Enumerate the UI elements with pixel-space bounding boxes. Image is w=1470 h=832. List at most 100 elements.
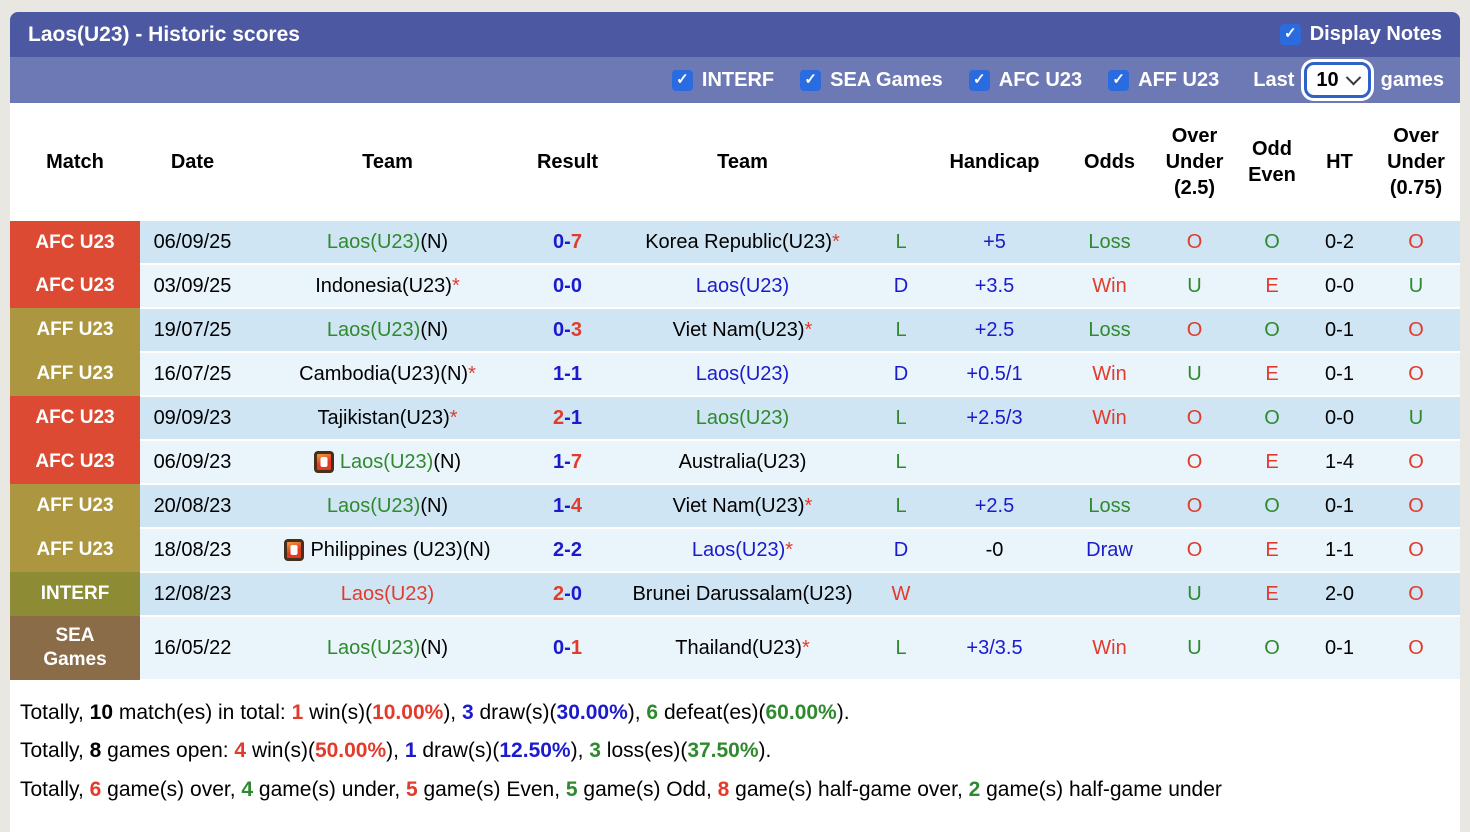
- text-segment: -: [564, 406, 571, 429]
- match-type-label: SEA Games: [43, 625, 107, 670]
- text-segment: O: [1408, 636, 1424, 659]
- text-segment: O: [1408, 362, 1424, 385]
- text-segment: +5: [983, 230, 1006, 253]
- over-under-2-5-cell: O: [1152, 221, 1237, 265]
- text-segment: (N): [433, 450, 462, 473]
- match-type-badge: AFF U23: [10, 484, 140, 528]
- over-under-0-75-cell: O: [1372, 308, 1460, 353]
- text-segment: 1: [570, 636, 582, 659]
- text-segment: O: [1264, 406, 1280, 429]
- text-segment: -: [564, 494, 571, 517]
- text-segment: U: [1408, 406, 1424, 429]
- text-segment: *: [804, 318, 813, 341]
- display-notes-toggle[interactable]: ✓ Display Notes: [1279, 23, 1442, 46]
- last-games-select-value: 10: [1316, 68, 1339, 91]
- table-row: AFF U23 20/08/23 Laos(U23)(N) 1-4 Viet Nam(U…: [10, 484, 1460, 529]
- text-segment: U: [1408, 274, 1424, 297]
- text-segment: 5: [565, 777, 578, 801]
- text-segment: -: [564, 582, 571, 605]
- odd-even-cell: O: [1237, 308, 1307, 353]
- text-segment: 0: [570, 582, 582, 605]
- handicap-cell: -0: [922, 528, 1067, 573]
- filter-checkboxes: ✓ INTERF ✓ SEA Games ✓ AFC U23 ✓ AFF U23: [671, 68, 1219, 92]
- text-segment: Korea Republic(U23): [645, 230, 832, 253]
- text-segment: match(es) in total:: [113, 701, 292, 724]
- odds-cell: [1067, 440, 1152, 485]
- games-label: games: [1380, 68, 1444, 91]
- filter-checkbox-afc-u23[interactable]: ✓ AFC U23: [968, 68, 1083, 92]
- filter-checkbox-label: AFF U23: [1138, 68, 1220, 91]
- text-segment: 0: [553, 636, 565, 659]
- filter-checkbox-interf[interactable]: ✓ INTERF: [671, 69, 774, 92]
- text-segment: O: [1408, 318, 1424, 341]
- text-segment: 1: [553, 494, 565, 517]
- handicap-cell: +3/3.5: [922, 616, 1067, 681]
- text-segment: ),: [570, 739, 590, 763]
- text-segment: 50.00%: [314, 739, 387, 763]
- check-icon: ✓: [1112, 70, 1125, 88]
- filter-checkbox-aff-u23[interactable]: ✓ AFF U23: [1108, 69, 1219, 92]
- date-cell: 18/08/23: [140, 528, 245, 573]
- last-games-control: Last 10 games: [1253, 62, 1444, 98]
- odds-cell: [1067, 572, 1152, 617]
- odd-even-cell: O: [1237, 221, 1307, 265]
- over-under-2-5-cell: O: [1152, 484, 1237, 529]
- text-segment: ),: [443, 701, 462, 724]
- text-segment: 7: [570, 450, 582, 473]
- text-segment: O: [1408, 538, 1424, 561]
- filter-checkbox-sea-games[interactable]: ✓ SEA Games: [800, 69, 943, 92]
- text-segment: U: [1187, 582, 1202, 605]
- away-team-cell: Laos(U23): [605, 264, 880, 309]
- handicap-cell: +5: [922, 221, 1067, 265]
- last-games-select[interactable]: 10: [1304, 62, 1371, 98]
- match-type-badge: AFC U23: [10, 440, 140, 484]
- column-header: Date: [170, 151, 215, 173]
- text-segment: 8: [717, 777, 730, 801]
- text-segment: 3: [589, 739, 601, 763]
- date-cell: 20/08/23: [140, 484, 245, 529]
- result-cell: 0-0: [530, 264, 605, 309]
- column-header: Handicap: [949, 151, 1040, 173]
- column-header: Team: [717, 151, 768, 173]
- text-segment: win(s)(: [246, 739, 315, 763]
- half-time-cell: 0-1: [1307, 308, 1372, 353]
- text-segment: -: [564, 230, 571, 253]
- half-time-cell: 0-0: [1307, 264, 1372, 309]
- text-segment: -: [564, 450, 571, 473]
- handicap-cell: +2.5/3: [922, 396, 1067, 441]
- text-segment: Win: [1092, 636, 1127, 659]
- text-segment: D: [893, 538, 909, 561]
- match-type-label: AFF U23: [36, 495, 114, 517]
- filter-checkbox-label: AFC U23: [998, 68, 1083, 91]
- odd-even-cell: E: [1237, 264, 1307, 309]
- summary: Totally, 10 match(es) in total: 1 win(s)…: [10, 681, 1460, 832]
- checkbox[interactable]: ✓: [800, 69, 822, 91]
- text-segment: -: [564, 318, 571, 341]
- away-team-cell: Laos(U23)*: [605, 528, 880, 573]
- text-segment: O: [1186, 494, 1203, 517]
- half-time-cell: 0-0: [1307, 396, 1372, 441]
- text-segment: 1: [553, 450, 565, 473]
- half-time-cell: 0-1: [1307, 352, 1372, 397]
- checkbox[interactable]: ✓: [1108, 69, 1130, 91]
- match-type-label: AFF U23: [36, 363, 114, 385]
- result-cell: 0-1: [530, 616, 605, 681]
- text-segment: L: [895, 636, 907, 659]
- display-notes-checkbox[interactable]: ✓: [1279, 24, 1301, 45]
- checkbox[interactable]: ✓: [671, 69, 693, 91]
- home-team-cell: Cambodia(U23)(N)*: [245, 352, 530, 397]
- text-segment: O: [1186, 450, 1203, 473]
- text-segment: Laos(U23): [695, 406, 790, 429]
- text-segment: O: [1186, 538, 1203, 561]
- away-team-cell: Viet Nam(U23)*: [605, 308, 880, 353]
- checkbox[interactable]: ✓: [968, 69, 990, 91]
- home-team-cell: Tajikistan(U23)*: [245, 396, 530, 441]
- summary-line: Totally, 8 games open: 4 win(s)(50.00%),…: [20, 737, 1452, 765]
- over-under-2-5-cell: O: [1152, 528, 1237, 573]
- text-segment: U: [1187, 636, 1202, 659]
- table-row: INTERF 12/08/23 Laos(U23) 2-0 Brunei Darussa…: [10, 572, 1460, 617]
- text-segment: Laos(U23): [695, 362, 790, 385]
- text-segment: Win: [1092, 274, 1127, 297]
- text-segment: L: [895, 450, 907, 473]
- handicap-cell: +3.5: [922, 264, 1067, 309]
